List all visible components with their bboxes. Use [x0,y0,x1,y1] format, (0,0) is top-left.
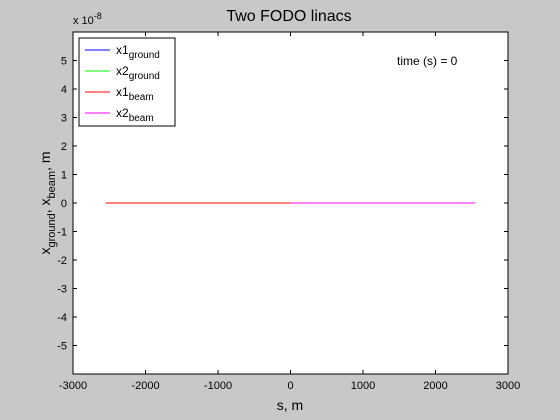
x-tick-label: 0 [287,380,293,392]
x-tick-label: -3000 [59,380,87,392]
legend-entry-base: x2 [116,64,129,78]
legend-entry-base: x1 [116,43,129,57]
legend-entry: x2ground [116,64,160,82]
x-tick-label: -2000 [131,380,159,392]
legend-entry-sub: ground [129,71,160,82]
legend-entry: x2beam [116,106,154,124]
x-axis-label: s, m [277,397,303,413]
legend-entry-sub: beam [129,113,154,124]
y-tick-label: 5 [61,56,67,68]
legend-entry-base: x2 [116,106,129,120]
tick-layer: -3000 -2000 -1000 0 1000 2000 3000 -5 -4 -3 -2 -1 0 1… [57,32,520,392]
y-multiplier-exponent: -8 [94,11,102,21]
legend-entry-base: x1 [116,85,129,99]
y-tick-label: 2 [61,141,67,153]
legend-entry: x1ground [116,43,160,61]
x-tick-label: 2000 [423,380,447,392]
y-multiplier: x 10-8 [73,11,102,27]
y-label-part: x [37,248,53,255]
y-tick-label: -3 [57,284,67,296]
x-tick-label: -1000 [204,380,232,392]
y-multiplier-base: x 10 [73,15,94,27]
x-tick-label: 3000 [496,380,520,392]
y-tick-label: -5 [57,341,67,353]
y-label-part: , x [37,198,53,213]
y-axis-label: xground, xbeam, m [37,151,58,254]
legend-entry-sub: ground [129,50,160,61]
annotation-time: time (s) = 0 [397,54,458,68]
y-tick-label: -2 [57,255,67,267]
y-label-part: , m [37,151,53,170]
chart-title: Two FODO linacs [226,8,351,25]
y-tick-label: 4 [61,84,67,96]
y-tick-label: -4 [57,312,67,324]
y-label-subscript: ground [46,213,58,247]
y-tick-label: 3 [61,113,67,125]
y-tick-label: 1 [61,170,67,182]
legend-box [78,37,176,127]
legend-entry-sub: beam [129,92,154,103]
y-label-subscript: beam [46,171,58,199]
y-tick-label: -1 [57,227,67,239]
legend-entry: x1beam [116,85,154,103]
x-tick-label: 1000 [351,380,375,392]
y-tick-label: 0 [61,198,67,210]
